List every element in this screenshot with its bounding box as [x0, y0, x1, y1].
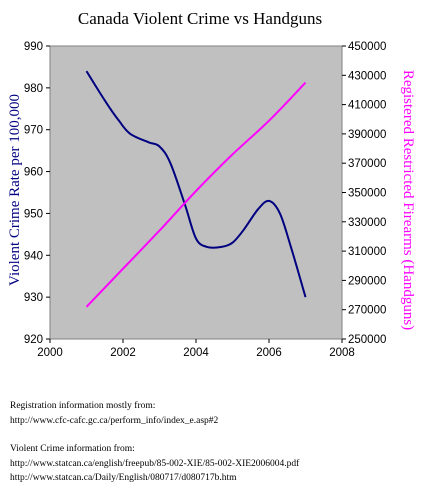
- y2-tick-label: 310000: [348, 246, 386, 258]
- y2-tick-label: 330000: [348, 217, 386, 229]
- y-tick-label: 970: [24, 125, 43, 137]
- x-tick-label: 2006: [256, 347, 282, 359]
- y-tick-label: 950: [24, 208, 43, 220]
- y-tick-label: 920: [24, 334, 43, 346]
- y2-axis-label: Registered Restricted Firearms (Handguns…: [400, 70, 416, 330]
- registration-source-link[interactable]: http://www.cfc-cafc.gc.ca/perform_info/i…: [10, 416, 219, 426]
- y2-tick-label: 430000: [348, 70, 386, 82]
- series-layer: [85, 70, 307, 308]
- x-tick-label: 2002: [110, 347, 136, 359]
- y2-tick-label: 450000: [348, 41, 386, 53]
- y2-tick-label: 410000: [348, 100, 386, 112]
- crime-source-link-1[interactable]: http://www.statcan.ca/english/freepub/85…: [10, 459, 300, 469]
- violent-crime-series-line: [85, 70, 307, 298]
- y2-tick-label: 350000: [348, 188, 386, 200]
- x-tick-label: 2004: [183, 347, 209, 359]
- x-axis: 2000 2002 2004 2006 2008: [37, 339, 355, 359]
- left-axis: 920 930 940 950 960 970 980 990: [24, 41, 50, 346]
- crime-source-link-2[interactable]: http://www.statcan.ca/Daily/English/0807…: [10, 473, 237, 483]
- y-tick-label: 930: [24, 292, 43, 304]
- y2-tick-label: 390000: [348, 129, 386, 141]
- registration-source-label: Registration information mostly from:: [10, 401, 156, 411]
- chart: Canada Violent Crime vs Handguns 9209309…: [7, 9, 416, 359]
- y-tick-label: 990: [24, 41, 43, 53]
- y-tick-label: 940: [24, 250, 43, 262]
- y2-tick-label: 250000: [348, 334, 386, 346]
- x-tick-label: 2000: [37, 347, 63, 359]
- chart-title: Canada Violent Crime vs Handguns: [78, 9, 322, 28]
- y2-tick-label: 290000: [348, 275, 386, 287]
- handguns-series-line: [85, 81, 307, 308]
- y-tick-label: 960: [24, 167, 43, 179]
- right-axis: 250000 270000 290000 310000 330000 350000 3700…: [342, 41, 386, 346]
- crime-source-label: Violent Crime information from:: [10, 444, 135, 454]
- x-tick-label: 2008: [329, 347, 355, 359]
- y-axis-label: Violent Crime Rate per 100,000: [7, 94, 23, 286]
- y2-tick-label: 270000: [348, 305, 386, 317]
- y-tick-label: 980: [24, 83, 43, 95]
- y2-tick-label: 370000: [348, 158, 386, 170]
